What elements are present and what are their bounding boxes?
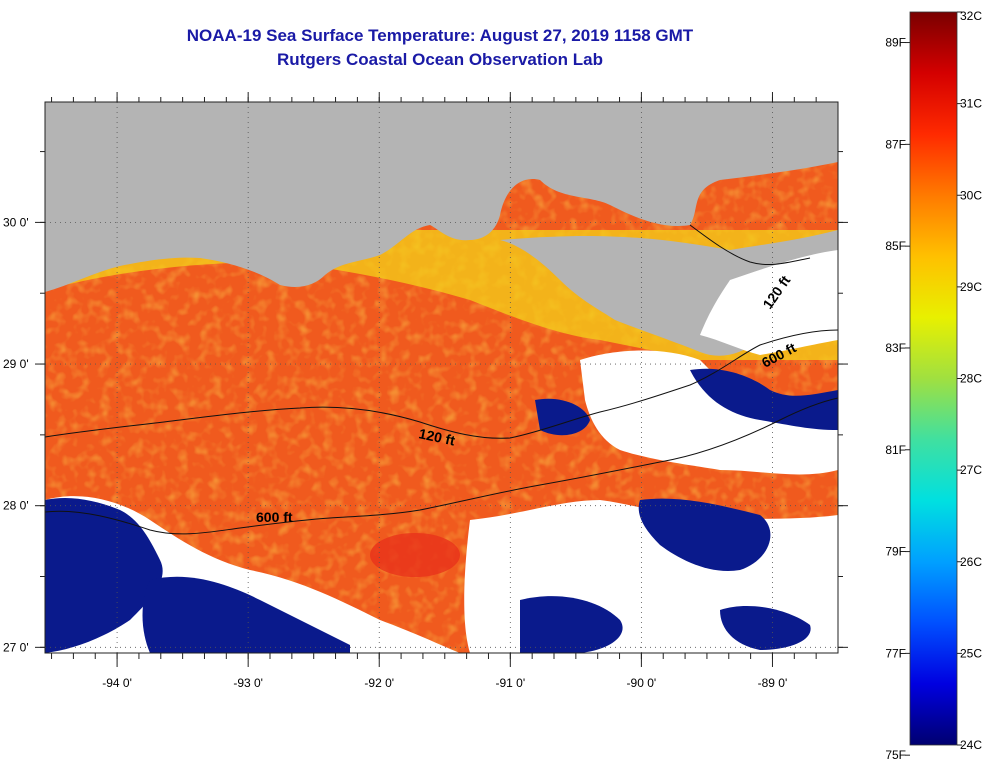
colorbar-label-fahrenheit: 75F — [885, 748, 906, 761]
longitude-labels: -94 0' -93 0' -92 0' -91 0' -90 0' -89 0' — [102, 676, 787, 690]
plot-area: 120 ft 600 ft 120 ft 600 ft — [45, 102, 838, 653]
longitude-label: -89 0' — [758, 676, 788, 690]
longitude-label: -91 0' — [495, 676, 525, 690]
colorbar-label-celsius: 25C — [960, 646, 982, 660]
colorbar-label-fahrenheit: 85F — [885, 239, 906, 253]
colorbar-label-celsius: 28C — [960, 372, 982, 386]
colorbar-label-celsius: 32C — [960, 9, 982, 23]
colorbar-label-fahrenheit: 79F — [885, 545, 906, 559]
contour-120ft — [45, 329, 838, 439]
longitude-label: -94 0' — [102, 676, 132, 690]
colorbar-label-fahrenheit: 89F — [885, 36, 906, 50]
longitude-label: -90 0' — [627, 676, 657, 690]
cloud-east — [700, 250, 838, 355]
map-subtitle: Rutgers Coastal Ocean Observation Lab — [277, 50, 603, 69]
warm-core — [370, 533, 460, 577]
plot-frame — [44, 101, 839, 654]
latitude-labels: 30 0' 29 0' 28 0' 27 0' — [3, 215, 29, 654]
contour-120ft-east — [689, 224, 811, 265]
colorbar-label-fahrenheit: 77F — [885, 646, 906, 660]
colorbar — [909, 11, 958, 746]
axis-ticks — [35, 92, 848, 667]
contour-600ft — [45, 397, 838, 535]
colorbar-label-fahrenheit: 81F — [885, 443, 906, 457]
colorbar-fahrenheit-labels: 89F 87F 85F 83F 81F 79F 77F 75F — [885, 36, 906, 761]
cloud-center — [580, 350, 838, 475]
contour-label-120ft: 120 ft — [417, 425, 456, 448]
colorbar-label-celsius: 31C — [960, 97, 982, 111]
colorbar-celsius-labels: 32C 31C 30C 29C 28C 27C 26C 25C 24C — [960, 9, 982, 752]
contour-label-600ft: 600 ft — [256, 509, 293, 525]
longitude-label: -93 0' — [233, 676, 263, 690]
colorbar-label-celsius: 30C — [960, 188, 982, 202]
colorbar-label-fahrenheit: 87F — [885, 137, 906, 151]
latitude-label: 30 0' — [3, 215, 29, 229]
longitude-label: -92 0' — [364, 676, 394, 690]
colorbar-label-celsius: 24C — [960, 738, 982, 752]
colorbar-label-celsius: 29C — [960, 280, 982, 294]
map-title: NOAA-19 Sea Surface Temperature: August … — [186, 26, 694, 45]
graticule — [45, 102, 838, 653]
colorbar-label-fahrenheit: 83F — [885, 341, 906, 355]
cold-pixels — [45, 368, 838, 653]
latitude-label: 28 0' — [3, 499, 29, 513]
colorbar-label-celsius: 27C — [960, 463, 982, 477]
latitude-label: 29 0' — [3, 357, 29, 371]
colorbar-ticks — [905, 11, 962, 756]
land — [45, 102, 838, 292]
latitude-label: 27 0' — [3, 640, 29, 654]
colorbar-label-celsius: 26C — [960, 555, 982, 569]
